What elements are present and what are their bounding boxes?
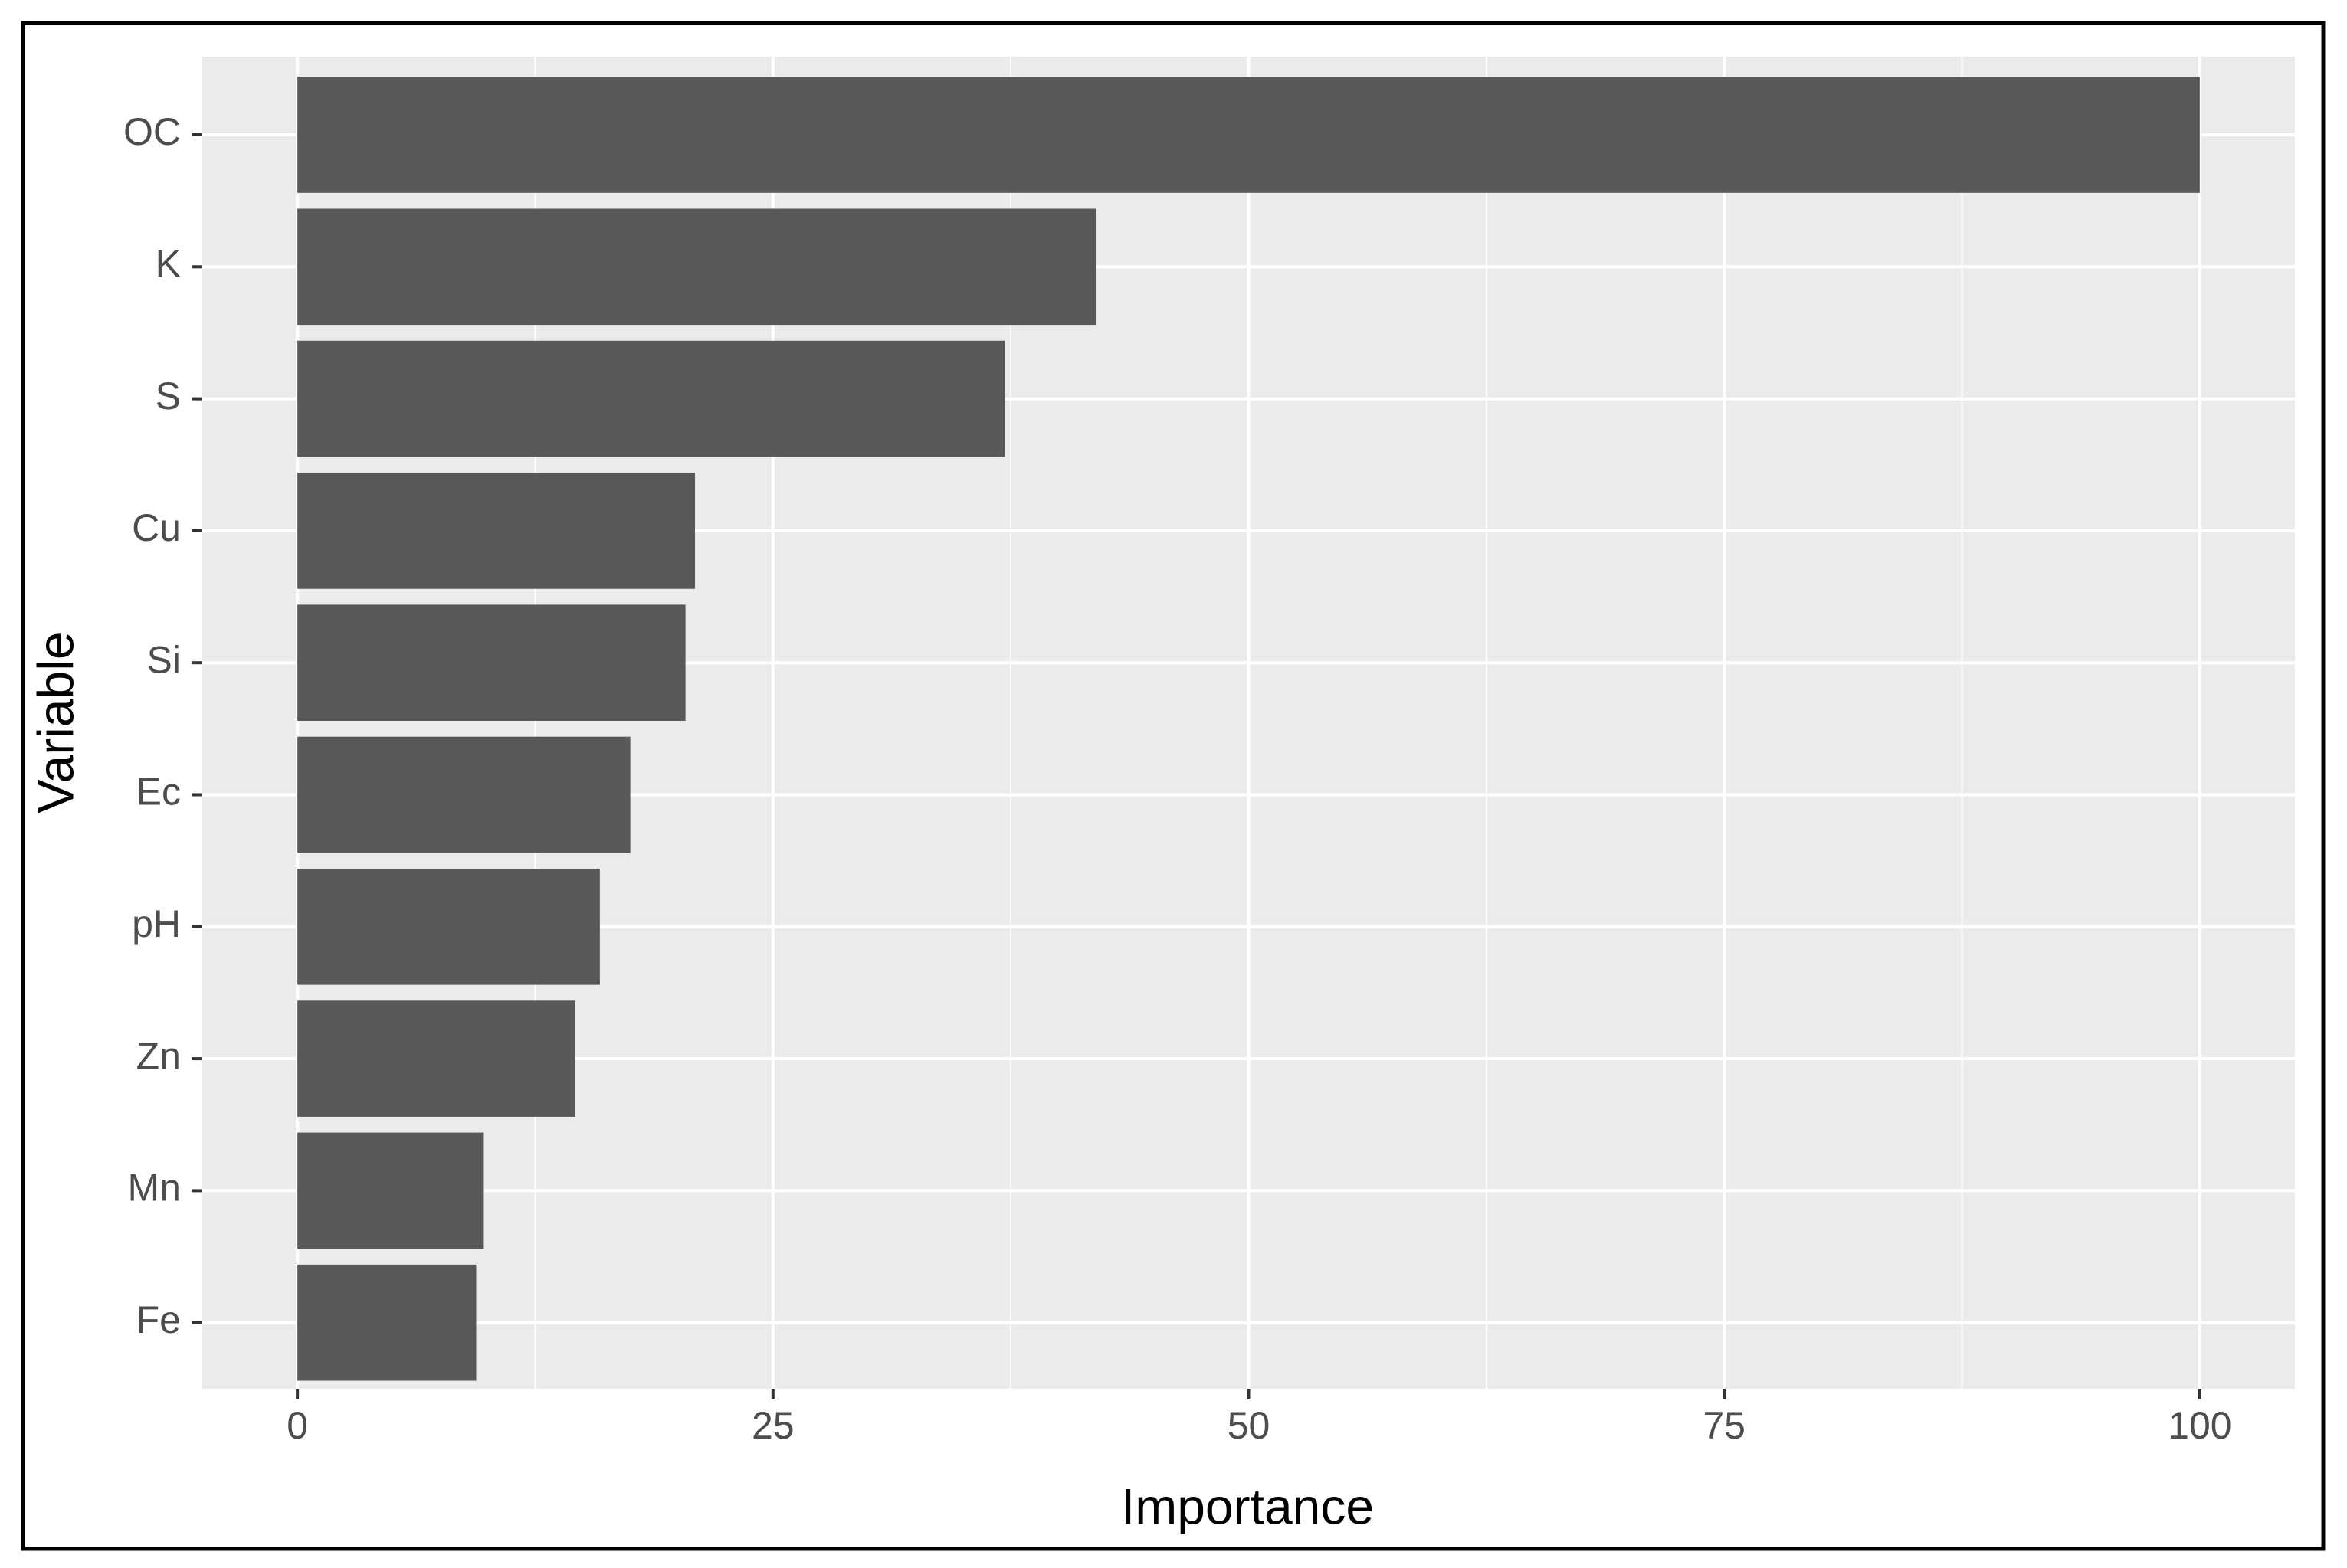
x-tick-label: 25 — [752, 1404, 795, 1447]
x-tick-label: 75 — [1703, 1404, 1745, 1447]
y-tick-label: OC — [123, 110, 181, 153]
y-tick-label: Mn — [128, 1167, 181, 1210]
bar — [297, 208, 1096, 326]
bar — [297, 604, 686, 722]
x-tick-label: 0 — [287, 1404, 308, 1447]
x-tick-label: 50 — [1228, 1404, 1270, 1447]
y-tick-label: Cu — [132, 506, 181, 549]
x-tick-label: 100 — [2168, 1404, 2231, 1447]
bar — [297, 868, 600, 985]
y-axis-title: Variable — [27, 631, 84, 813]
x-axis-title: Importance — [1121, 1478, 1374, 1534]
y-tick-label: Zn — [136, 1034, 181, 1077]
y-tick-label: S — [156, 375, 181, 417]
y-tick-label: Ec — [136, 771, 181, 813]
bar — [297, 1264, 477, 1381]
bar — [297, 1132, 484, 1249]
bar — [297, 1000, 575, 1117]
bar — [297, 77, 2200, 193]
bar — [297, 340, 1005, 457]
bar — [297, 736, 631, 853]
y-tick-label: Fe — [136, 1298, 181, 1341]
y-tick-label: K — [156, 243, 181, 286]
y-tick-label: pH — [132, 902, 181, 945]
y-tick-label: Si — [147, 638, 181, 681]
bar — [297, 473, 696, 589]
